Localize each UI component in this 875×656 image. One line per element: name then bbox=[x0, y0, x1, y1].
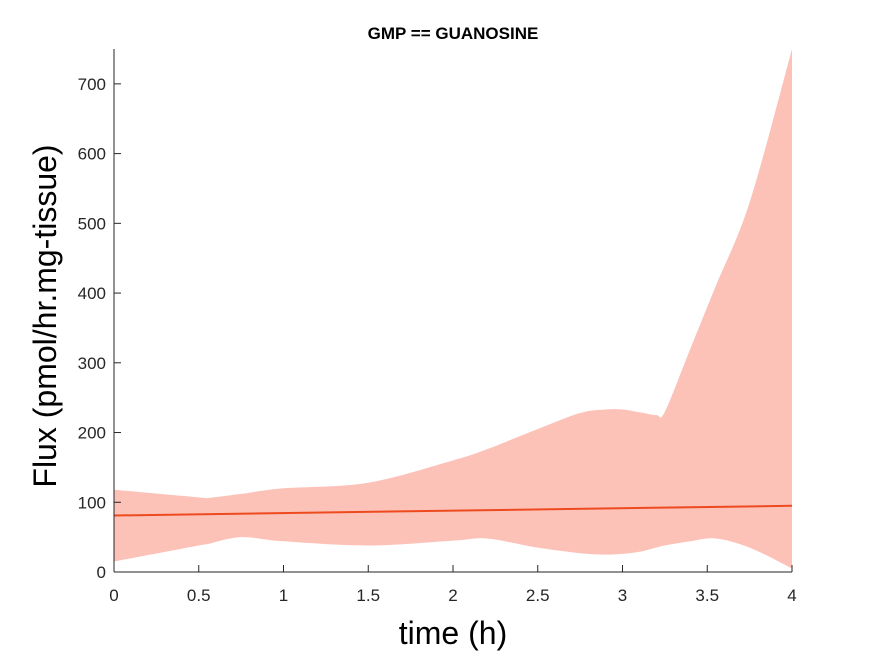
y-tick-label: 400 bbox=[78, 284, 106, 303]
x-tick-label: 2.5 bbox=[526, 586, 550, 605]
y-tick-label: 500 bbox=[78, 214, 106, 233]
x-tick-label: 1 bbox=[279, 586, 288, 605]
x-tick-label: 0.5 bbox=[187, 586, 211, 605]
x-tick-label: 2 bbox=[448, 586, 457, 605]
y-tick-label: 700 bbox=[78, 75, 106, 94]
x-tick-label: 1.5 bbox=[356, 586, 380, 605]
y-tick-label: 100 bbox=[78, 493, 106, 512]
x-tick-label: 3 bbox=[618, 586, 627, 605]
y-tick-label: 0 bbox=[97, 563, 106, 582]
x-tick-label: 3.5 bbox=[695, 586, 719, 605]
x-axis-label: time (h) bbox=[399, 615, 507, 651]
x-tick-label: 0 bbox=[109, 586, 118, 605]
axes bbox=[113, 49, 793, 573]
tick-labels: 0 0.5 1 1.5 2 2.5 3 3.5 4 0 100 200 300 400 500 600 700 bbox=[78, 75, 797, 605]
y-tick-label: 200 bbox=[78, 424, 106, 443]
y-axis-label: Flux (pmol/hr.mg-tissue) bbox=[27, 144, 63, 487]
chart-title: GMP == GUANOSINE bbox=[368, 24, 539, 43]
x-tick-label: 4 bbox=[787, 586, 796, 605]
plot-area bbox=[113, 49, 793, 569]
y-tick-label: 300 bbox=[78, 354, 106, 373]
confidence-band bbox=[114, 49, 792, 569]
series-line-0 bbox=[113, 504, 793, 517]
y-tick-label: 600 bbox=[78, 145, 106, 164]
